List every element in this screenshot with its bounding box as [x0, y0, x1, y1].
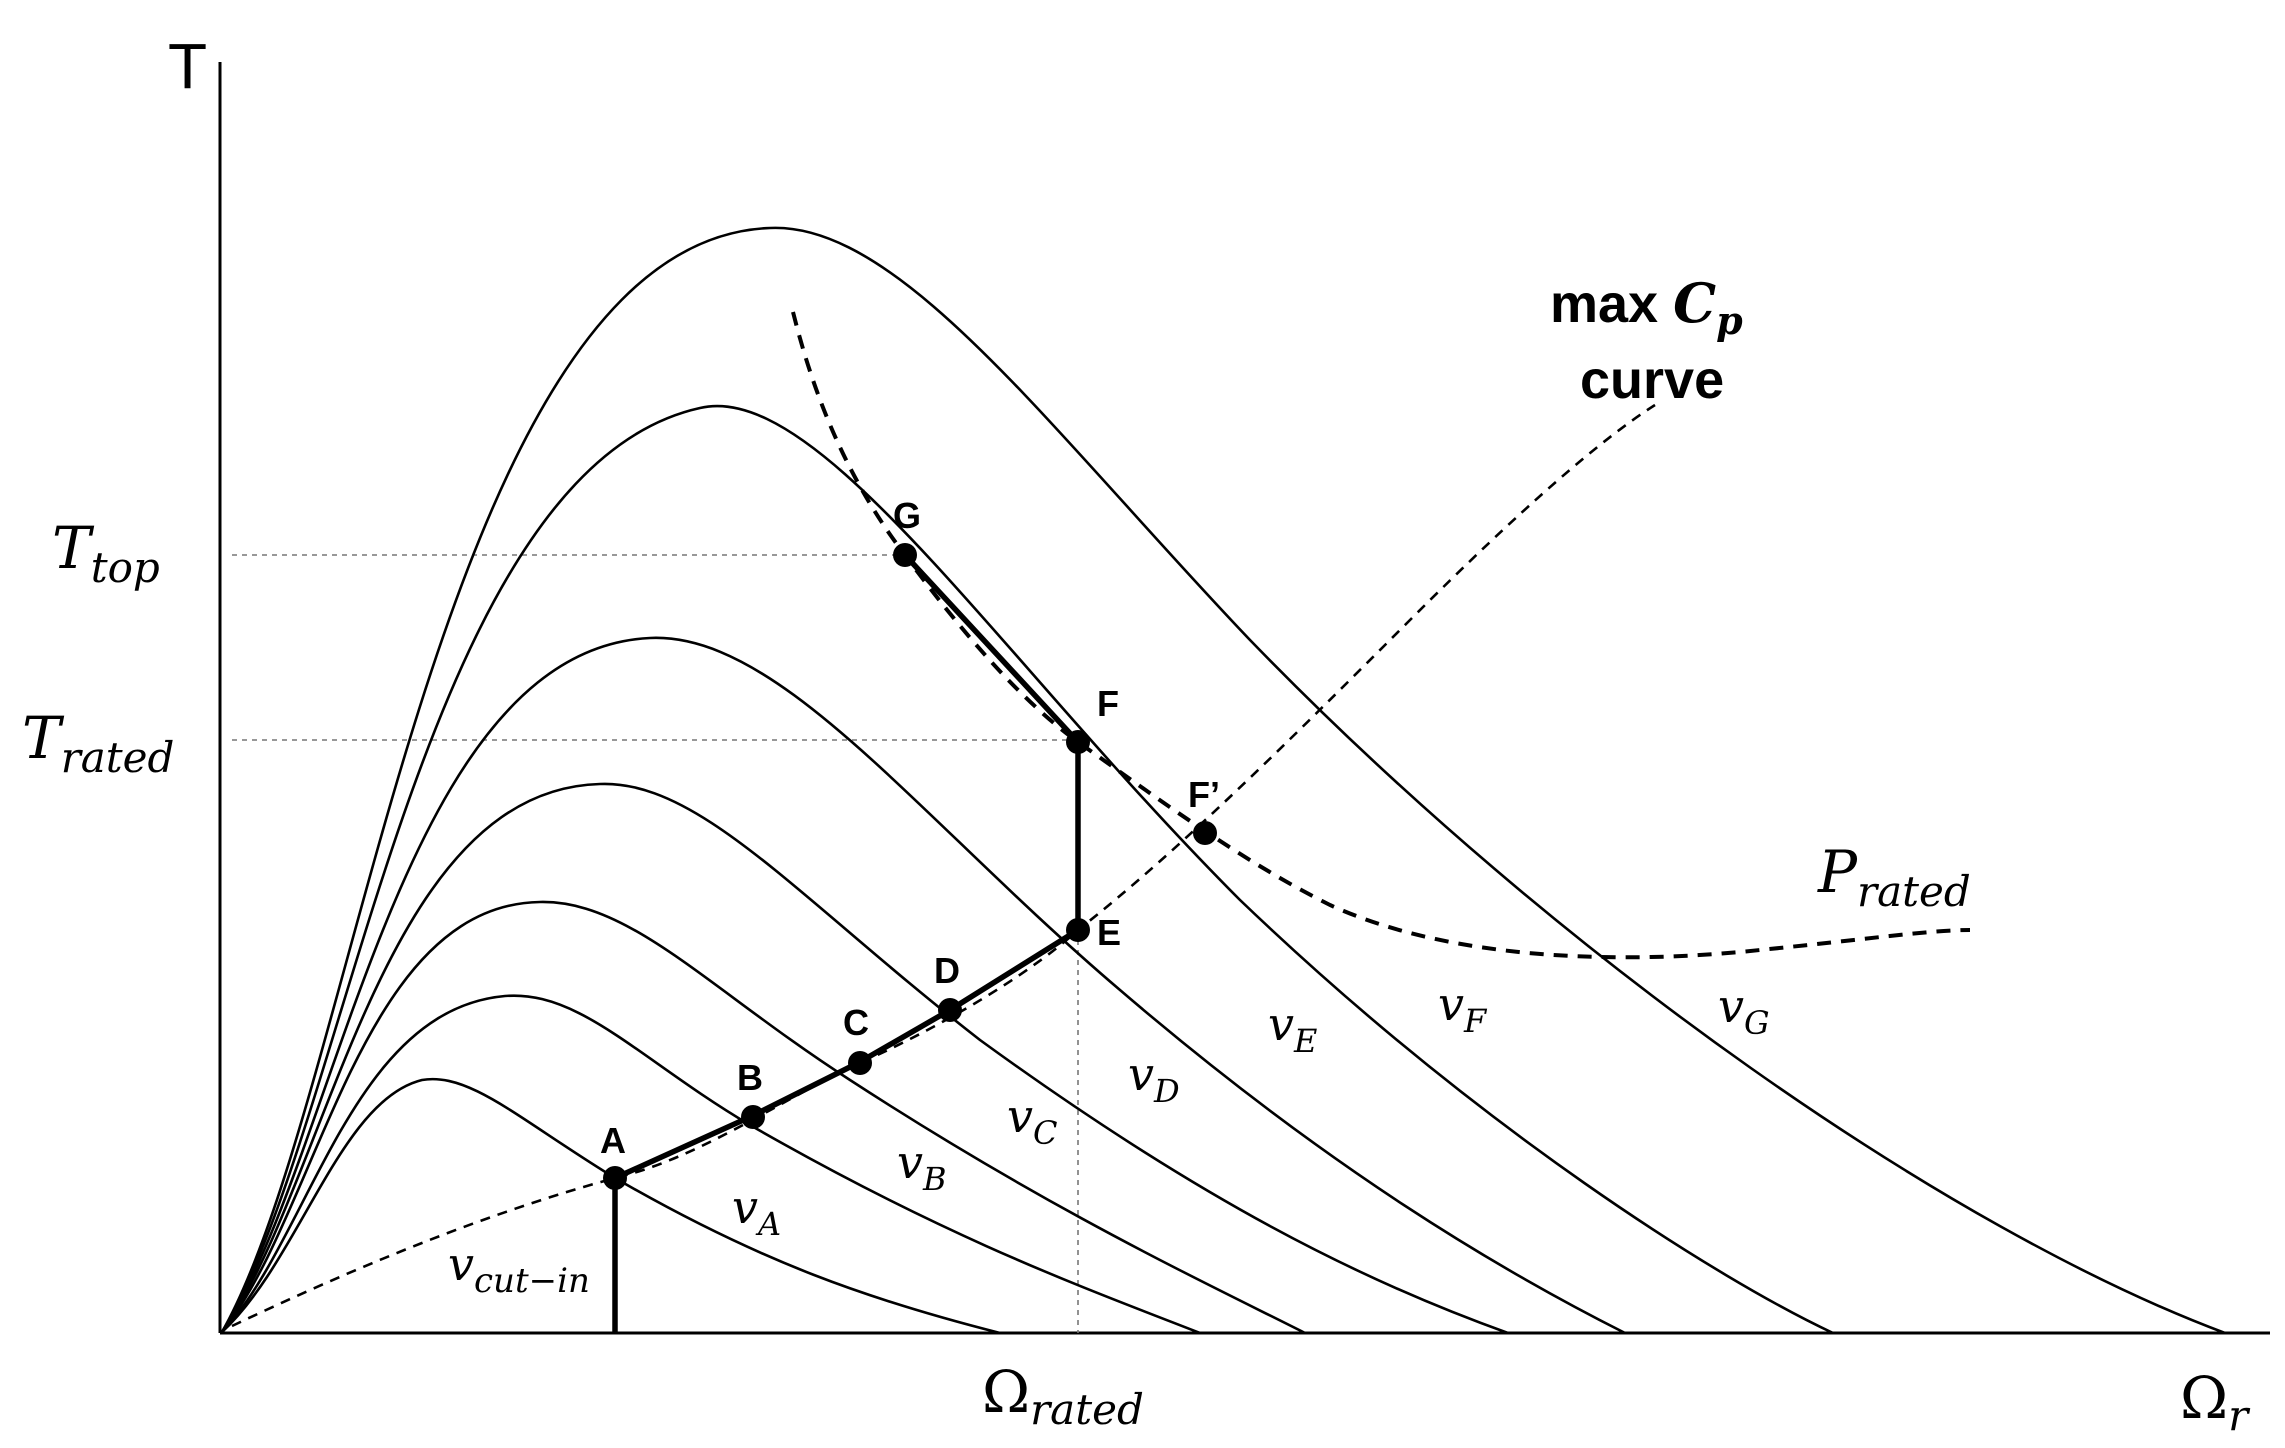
- curve-v-g: [220, 226, 2226, 1335]
- wind-speed-label-c: vC: [1007, 1089, 1057, 1152]
- y-axis-label: T: [168, 30, 207, 102]
- point-c: [848, 1051, 872, 1075]
- wind-speed-label-a: vA: [732, 1180, 781, 1243]
- wind-speed-label-g: vG: [1718, 979, 1770, 1042]
- curve-v-b: [221, 994, 1201, 1335]
- point-label-e: E: [1097, 912, 1121, 953]
- point-label-b: B: [737, 1057, 763, 1098]
- point-g: [893, 543, 917, 567]
- curve-v-d: [220, 782, 1509, 1335]
- wind-speed-label-d: vD: [1128, 1047, 1180, 1110]
- curve-v-c: [220, 900, 1306, 1335]
- max-cp-label-line1: max Cp: [1550, 271, 1743, 343]
- point-label-f: F: [1097, 683, 1119, 724]
- curve-v-a: [221, 1077, 1001, 1335]
- wind-speed-label-e: vE: [1268, 997, 1317, 1060]
- curve-v-f: [220, 404, 1834, 1335]
- point-d: [938, 998, 962, 1022]
- point-f: [1066, 730, 1090, 754]
- operating-path: [612, 553, 1081, 1333]
- point-label-g: G: [893, 495, 921, 536]
- v-cut-in-label: vcut−in: [448, 1237, 590, 1301]
- wind-speed-label-f: vF: [1438, 977, 1488, 1040]
- point-e: [1066, 918, 1090, 942]
- point-b: [741, 1105, 765, 1129]
- p-rated-label: Prated: [1817, 838, 1971, 916]
- max-cp-curve: [231, 403, 1656, 1328]
- max-cp-label-line2: curve: [1580, 350, 1724, 410]
- t-top-label: Ttop: [52, 514, 160, 592]
- wind-speed-label-b: vB: [897, 1135, 947, 1198]
- point-label-f-prime: F’: [1188, 774, 1220, 815]
- point-f-prime: [1193, 821, 1217, 845]
- point-label-d: D: [934, 950, 960, 991]
- t-rated-label: Trated: [22, 704, 174, 782]
- x-axis-label: Ωr: [2180, 1364, 2251, 1440]
- point-a: [603, 1166, 627, 1190]
- point-label-a: A: [600, 1120, 626, 1161]
- curve-v-e: [220, 636, 1626, 1335]
- omega-rated-label: Ωrated: [982, 1358, 1144, 1434]
- p-rated-curve: [791, 311, 1971, 960]
- point-label-c: C: [843, 1002, 869, 1043]
